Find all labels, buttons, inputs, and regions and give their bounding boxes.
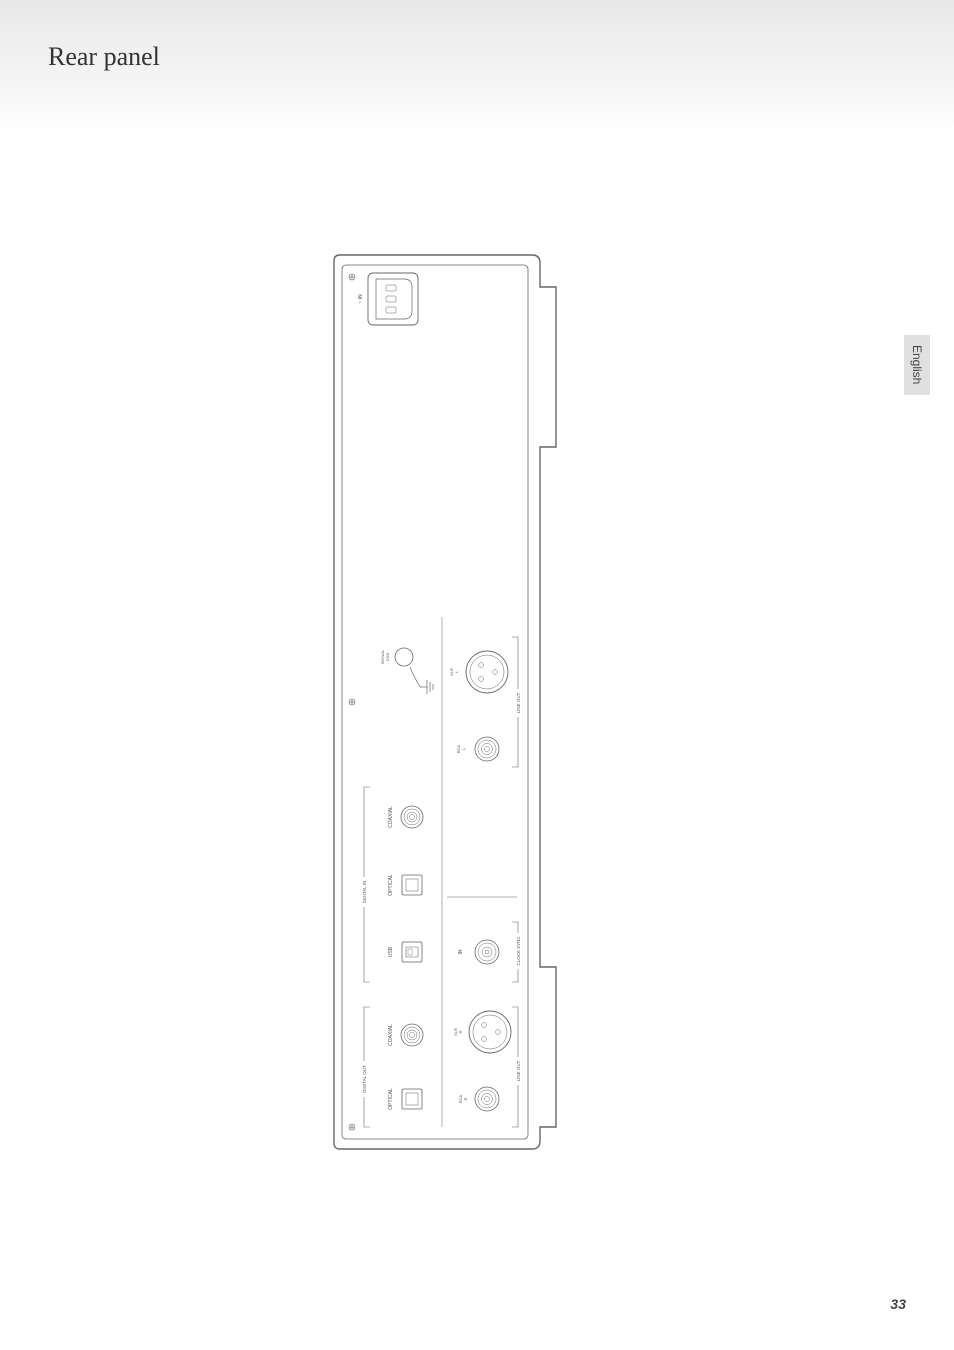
ac-in-section: ~ IN: [358, 273, 418, 325]
digital-in-coax-label: COAXIAL: [388, 806, 394, 828]
digital-in-section: DIGITAL IN USB OPTICAL COAXIAL: [362, 787, 423, 982]
chassis-outline: [334, 255, 556, 1149]
svg-text:R: R: [463, 1097, 468, 1100]
svg-text:GND: GND: [385, 652, 390, 661]
signal-gnd-section: SIGNAL GND: [380, 648, 433, 694]
page-title: Rear panel: [48, 42, 160, 72]
svg-text:LINE OUT: LINE OUT: [516, 692, 521, 713]
svg-text:LINE OUT: LINE OUT: [516, 1060, 521, 1081]
clock-sync-section: IN CLOCK SYNC: [458, 922, 521, 982]
rear-panel-diagram: DIGITAL OUT OPTICAL COAXIAL DIGITAL IN U…: [332, 247, 582, 1157]
digital-in-optical-label: OPTICAL: [388, 874, 394, 896]
digital-in-label: DIGITAL IN: [362, 881, 367, 904]
line-out-r-section: RCA R XLR R LINE OUT: [453, 1007, 521, 1127]
svg-text:~ IN: ~ IN: [358, 294, 364, 304]
digital-in-usb-label: USB: [388, 946, 394, 957]
language-tab: English: [904, 335, 930, 395]
svg-text:R: R: [458, 1030, 463, 1033]
page-number: 33: [890, 1296, 906, 1312]
svg-text:L: L: [454, 670, 459, 673]
svg-text:CLOCK SYNC: CLOCK SYNC: [516, 936, 521, 966]
digital-out-section: DIGITAL OUT OPTICAL COAXIAL: [362, 1007, 423, 1127]
digital-out-label: DIGITAL OUT: [362, 1065, 367, 1093]
digital-out-coax-label: COAXIAL: [388, 1024, 394, 1046]
svg-text:IN: IN: [458, 949, 464, 954]
digital-out-optical-label: OPTICAL: [388, 1088, 394, 1110]
line-out-l-section: RCA L XLR L LINE OUT: [449, 637, 521, 767]
svg-text:L: L: [461, 747, 466, 750]
